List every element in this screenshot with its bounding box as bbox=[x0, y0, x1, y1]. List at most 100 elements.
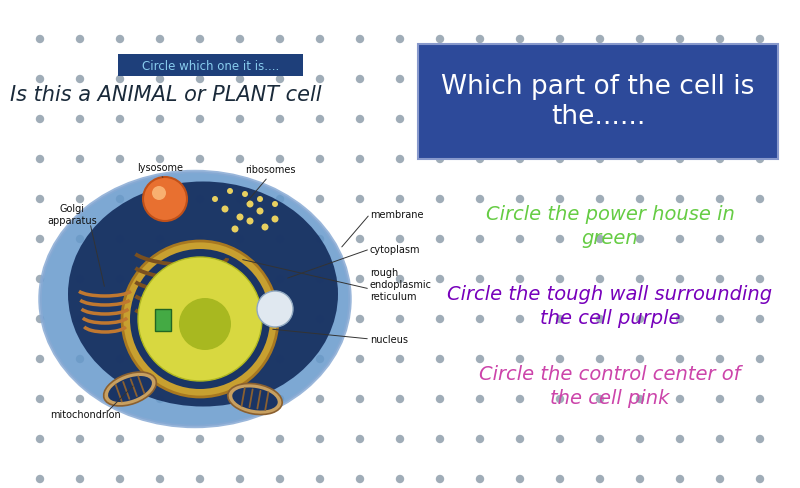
Circle shape bbox=[272, 202, 278, 207]
Circle shape bbox=[237, 436, 243, 443]
Circle shape bbox=[717, 37, 723, 43]
Circle shape bbox=[227, 189, 233, 195]
Circle shape bbox=[317, 37, 323, 43]
Circle shape bbox=[277, 76, 283, 83]
Circle shape bbox=[157, 316, 163, 323]
Circle shape bbox=[37, 475, 43, 483]
Circle shape bbox=[637, 276, 643, 283]
Circle shape bbox=[397, 356, 403, 363]
Circle shape bbox=[197, 316, 203, 323]
Text: cytoplasm: cytoplasm bbox=[370, 244, 421, 254]
Circle shape bbox=[157, 396, 163, 403]
Circle shape bbox=[397, 37, 403, 43]
Circle shape bbox=[477, 116, 483, 123]
Circle shape bbox=[757, 475, 763, 483]
Circle shape bbox=[517, 116, 523, 123]
Circle shape bbox=[357, 196, 363, 203]
Circle shape bbox=[152, 186, 166, 201]
Circle shape bbox=[157, 356, 163, 363]
Circle shape bbox=[37, 37, 43, 43]
Circle shape bbox=[37, 116, 43, 123]
Circle shape bbox=[677, 196, 683, 203]
Circle shape bbox=[637, 76, 643, 83]
Circle shape bbox=[717, 196, 723, 203]
Circle shape bbox=[237, 276, 243, 283]
Circle shape bbox=[317, 276, 323, 283]
Circle shape bbox=[717, 436, 723, 443]
Circle shape bbox=[317, 436, 323, 443]
Circle shape bbox=[237, 356, 243, 363]
Circle shape bbox=[122, 242, 278, 397]
Circle shape bbox=[557, 236, 563, 243]
FancyBboxPatch shape bbox=[155, 309, 171, 331]
Circle shape bbox=[317, 76, 323, 83]
Circle shape bbox=[237, 214, 243, 221]
Circle shape bbox=[517, 76, 523, 83]
Circle shape bbox=[277, 156, 283, 163]
Circle shape bbox=[277, 276, 283, 283]
Circle shape bbox=[357, 396, 363, 403]
Circle shape bbox=[717, 396, 723, 403]
Circle shape bbox=[517, 276, 523, 283]
Circle shape bbox=[237, 116, 243, 123]
Circle shape bbox=[597, 396, 603, 403]
Circle shape bbox=[637, 475, 643, 483]
Circle shape bbox=[477, 356, 483, 363]
Circle shape bbox=[557, 116, 563, 123]
Circle shape bbox=[397, 76, 403, 83]
Circle shape bbox=[197, 236, 203, 243]
Circle shape bbox=[117, 316, 123, 323]
Circle shape bbox=[357, 236, 363, 243]
Circle shape bbox=[77, 356, 83, 363]
Circle shape bbox=[157, 196, 163, 203]
Circle shape bbox=[677, 475, 683, 483]
Circle shape bbox=[357, 276, 363, 283]
Circle shape bbox=[717, 356, 723, 363]
Circle shape bbox=[37, 356, 43, 363]
Circle shape bbox=[637, 116, 643, 123]
Circle shape bbox=[477, 396, 483, 403]
Circle shape bbox=[757, 76, 763, 83]
Circle shape bbox=[317, 316, 323, 323]
Circle shape bbox=[157, 276, 163, 283]
Circle shape bbox=[197, 396, 203, 403]
Circle shape bbox=[437, 356, 443, 363]
Circle shape bbox=[197, 436, 203, 443]
Circle shape bbox=[357, 116, 363, 123]
Circle shape bbox=[179, 298, 231, 350]
Text: ribosomes: ribosomes bbox=[245, 164, 295, 175]
Circle shape bbox=[757, 436, 763, 443]
Circle shape bbox=[257, 197, 263, 203]
Circle shape bbox=[317, 156, 323, 163]
Circle shape bbox=[437, 236, 443, 243]
Circle shape bbox=[757, 236, 763, 243]
Circle shape bbox=[357, 156, 363, 163]
Circle shape bbox=[677, 316, 683, 323]
Circle shape bbox=[237, 76, 243, 83]
Circle shape bbox=[557, 396, 563, 403]
Circle shape bbox=[557, 316, 563, 323]
Circle shape bbox=[397, 316, 403, 323]
Circle shape bbox=[437, 475, 443, 483]
Circle shape bbox=[117, 236, 123, 243]
Circle shape bbox=[157, 156, 163, 163]
Circle shape bbox=[757, 396, 763, 403]
Circle shape bbox=[357, 76, 363, 83]
Circle shape bbox=[757, 156, 763, 163]
Circle shape bbox=[357, 475, 363, 483]
Circle shape bbox=[246, 218, 254, 225]
Circle shape bbox=[197, 156, 203, 163]
Circle shape bbox=[477, 236, 483, 243]
Circle shape bbox=[277, 356, 283, 363]
Circle shape bbox=[677, 396, 683, 403]
Text: Circle the control center of: Circle the control center of bbox=[479, 365, 741, 384]
Circle shape bbox=[477, 276, 483, 283]
Circle shape bbox=[317, 356, 323, 363]
Circle shape bbox=[237, 316, 243, 323]
Circle shape bbox=[271, 216, 278, 223]
Circle shape bbox=[597, 316, 603, 323]
Circle shape bbox=[597, 37, 603, 43]
Circle shape bbox=[317, 116, 323, 123]
Circle shape bbox=[77, 196, 83, 203]
Circle shape bbox=[77, 76, 83, 83]
